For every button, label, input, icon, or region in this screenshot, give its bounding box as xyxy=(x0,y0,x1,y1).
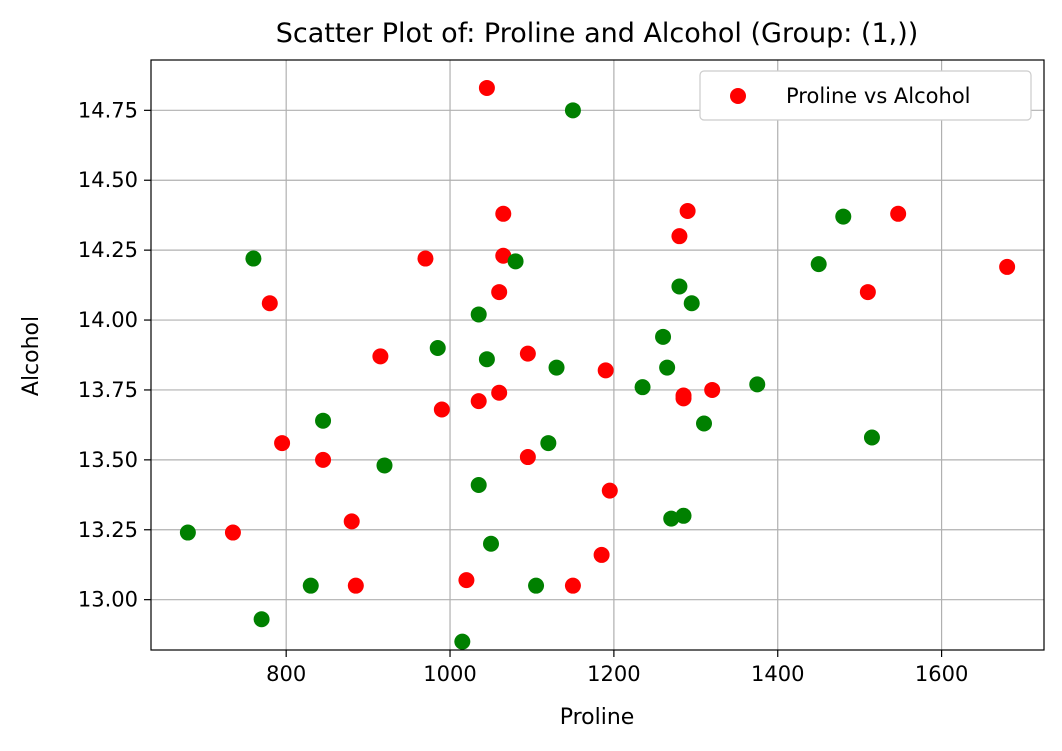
y-tick-label: 13.50 xyxy=(78,448,138,472)
scatter-point xyxy=(495,247,512,264)
scatter-point xyxy=(671,228,688,245)
scatter-point xyxy=(675,507,692,524)
scatter-point xyxy=(376,457,393,474)
scatter-point xyxy=(478,79,495,96)
scatter-point xyxy=(601,482,618,499)
x-tick-label: 1600 xyxy=(915,662,968,686)
data-points xyxy=(179,79,1016,650)
scatter-point xyxy=(315,451,332,468)
scatter-point xyxy=(478,351,495,368)
scatter-point xyxy=(659,359,676,376)
scatter-point xyxy=(597,362,614,379)
scatter-point xyxy=(507,253,524,270)
scatter-point xyxy=(749,376,766,393)
legend: Proline vs Alcohol xyxy=(699,70,1032,121)
scatter-point xyxy=(482,535,499,552)
scatter-point xyxy=(302,577,319,594)
y-tick-label: 13.25 xyxy=(78,518,138,542)
scatter-point xyxy=(454,633,471,650)
scatter-point xyxy=(429,340,446,357)
scatter-point xyxy=(683,295,700,312)
scatter-point xyxy=(634,379,651,396)
scatter-point xyxy=(835,208,852,225)
scatter-point xyxy=(179,524,196,541)
scatter-point xyxy=(495,205,512,222)
scatter-point xyxy=(704,381,721,398)
grid xyxy=(151,60,1044,650)
scatter-point xyxy=(999,258,1016,275)
y-axis-label: Alcohol xyxy=(19,316,44,396)
scatter-point xyxy=(470,477,487,494)
scatter-point xyxy=(343,513,360,530)
scatter-point xyxy=(696,415,713,432)
legend-box xyxy=(699,70,1032,121)
scatter-point xyxy=(417,250,434,267)
scatter-point xyxy=(528,577,545,594)
scatter-point xyxy=(810,256,827,273)
scatter-point xyxy=(655,328,672,345)
scatter-point xyxy=(347,577,364,594)
scatter-point xyxy=(274,435,291,452)
scatter-point xyxy=(491,284,508,301)
scatter-point xyxy=(519,449,536,466)
scatter-point xyxy=(261,295,278,312)
y-tick-label: 14.75 xyxy=(78,98,138,122)
scatter-point xyxy=(663,510,680,527)
scatter-point xyxy=(519,345,536,362)
scatter-point xyxy=(224,524,241,541)
scatter-point xyxy=(593,546,610,563)
scatter-point xyxy=(671,278,688,295)
scatter-point xyxy=(470,393,487,410)
scatter-point xyxy=(675,387,692,404)
scatter-point xyxy=(564,577,581,594)
axis-ticks: 800 1000 1200 1400 1600 13.00 13.25 13.50 13.75 1… xyxy=(78,98,968,686)
scatter-point xyxy=(433,401,450,418)
x-tick-label: 1000 xyxy=(423,662,476,686)
x-tick-label: 1200 xyxy=(587,662,640,686)
scatter-point xyxy=(491,384,508,401)
x-tick-label: 1400 xyxy=(751,662,804,686)
x-tick-label: 800 xyxy=(266,662,306,686)
scatter-point xyxy=(564,102,581,119)
scatter-point xyxy=(245,250,262,267)
scatter-point xyxy=(470,306,487,323)
plot-frame xyxy=(150,59,1045,651)
legend-marker xyxy=(730,88,746,104)
y-tick-label: 14.25 xyxy=(78,238,138,262)
scatter-point xyxy=(372,348,389,365)
y-tick-label: 13.75 xyxy=(78,378,138,402)
scatter-point xyxy=(253,611,270,628)
scatter-point xyxy=(890,205,907,222)
scatter-point xyxy=(859,284,876,301)
scatter-point xyxy=(679,202,696,219)
y-tick-label: 13.00 xyxy=(78,588,138,612)
scatter-point xyxy=(540,435,557,452)
x-axis-label: Proline xyxy=(560,705,635,730)
y-tick-label: 14.00 xyxy=(78,308,138,332)
scatter-point xyxy=(548,359,565,376)
scatter-point xyxy=(458,572,475,589)
legend-label: Proline vs Alcohol xyxy=(786,84,971,108)
y-tick-label: 14.50 xyxy=(78,168,138,192)
scatter-point xyxy=(315,412,332,429)
scatter-point xyxy=(863,429,880,446)
chart-title: Scatter Plot of: Proline and Alcohol (Gr… xyxy=(276,18,919,49)
